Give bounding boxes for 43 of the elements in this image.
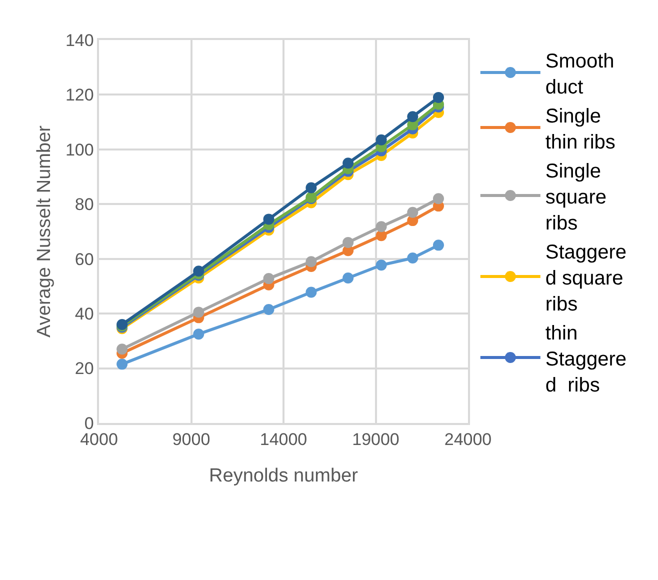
point (342, 236, 354, 248)
point (376, 134, 387, 146)
legend-label: Single thin ribs (545, 105, 616, 154)
x-axis-title: Reynolds number (209, 465, 359, 486)
point (407, 206, 418, 218)
point (432, 240, 444, 251)
y-tick-label: 60 (74, 250, 94, 269)
point (263, 214, 274, 225)
x-tick-label: 14000 (260, 430, 308, 450)
point (376, 260, 387, 271)
point (263, 304, 274, 315)
x-tick-label: 24000 (444, 430, 492, 450)
y-tick-label: 40 (74, 304, 94, 324)
point (193, 306, 204, 318)
legend-label: Smooth duct (545, 50, 614, 98)
point (376, 221, 387, 232)
x-tick-label: 9000 (172, 430, 210, 450)
point (193, 266, 204, 277)
y-tick-label: 120 (65, 86, 94, 105)
x-tick-label: 4000 (80, 430, 118, 450)
legend-label: Single square ribs (545, 160, 607, 234)
point (306, 256, 317, 268)
point (116, 344, 128, 355)
x-tick-label: 19000 (352, 430, 400, 450)
point (306, 182, 317, 194)
point (432, 92, 444, 103)
point (407, 252, 418, 264)
y-axis-title: Average Nusselt Number (34, 124, 55, 338)
point (263, 273, 274, 284)
point (432, 193, 444, 204)
y-tick-label: 100 (65, 140, 94, 160)
y-tick-label: 140 (65, 30, 94, 50)
legend-label: thin Staggered ribs (545, 322, 627, 396)
point (342, 272, 354, 284)
point (306, 286, 317, 298)
point (407, 111, 418, 122)
point (116, 358, 128, 370)
y-tick-label: 20 (74, 359, 94, 378)
y-tick-label: 0 (84, 414, 94, 433)
point (376, 230, 387, 242)
point (193, 328, 204, 340)
point (342, 158, 354, 169)
y-tick-label: 80 (74, 195, 94, 214)
